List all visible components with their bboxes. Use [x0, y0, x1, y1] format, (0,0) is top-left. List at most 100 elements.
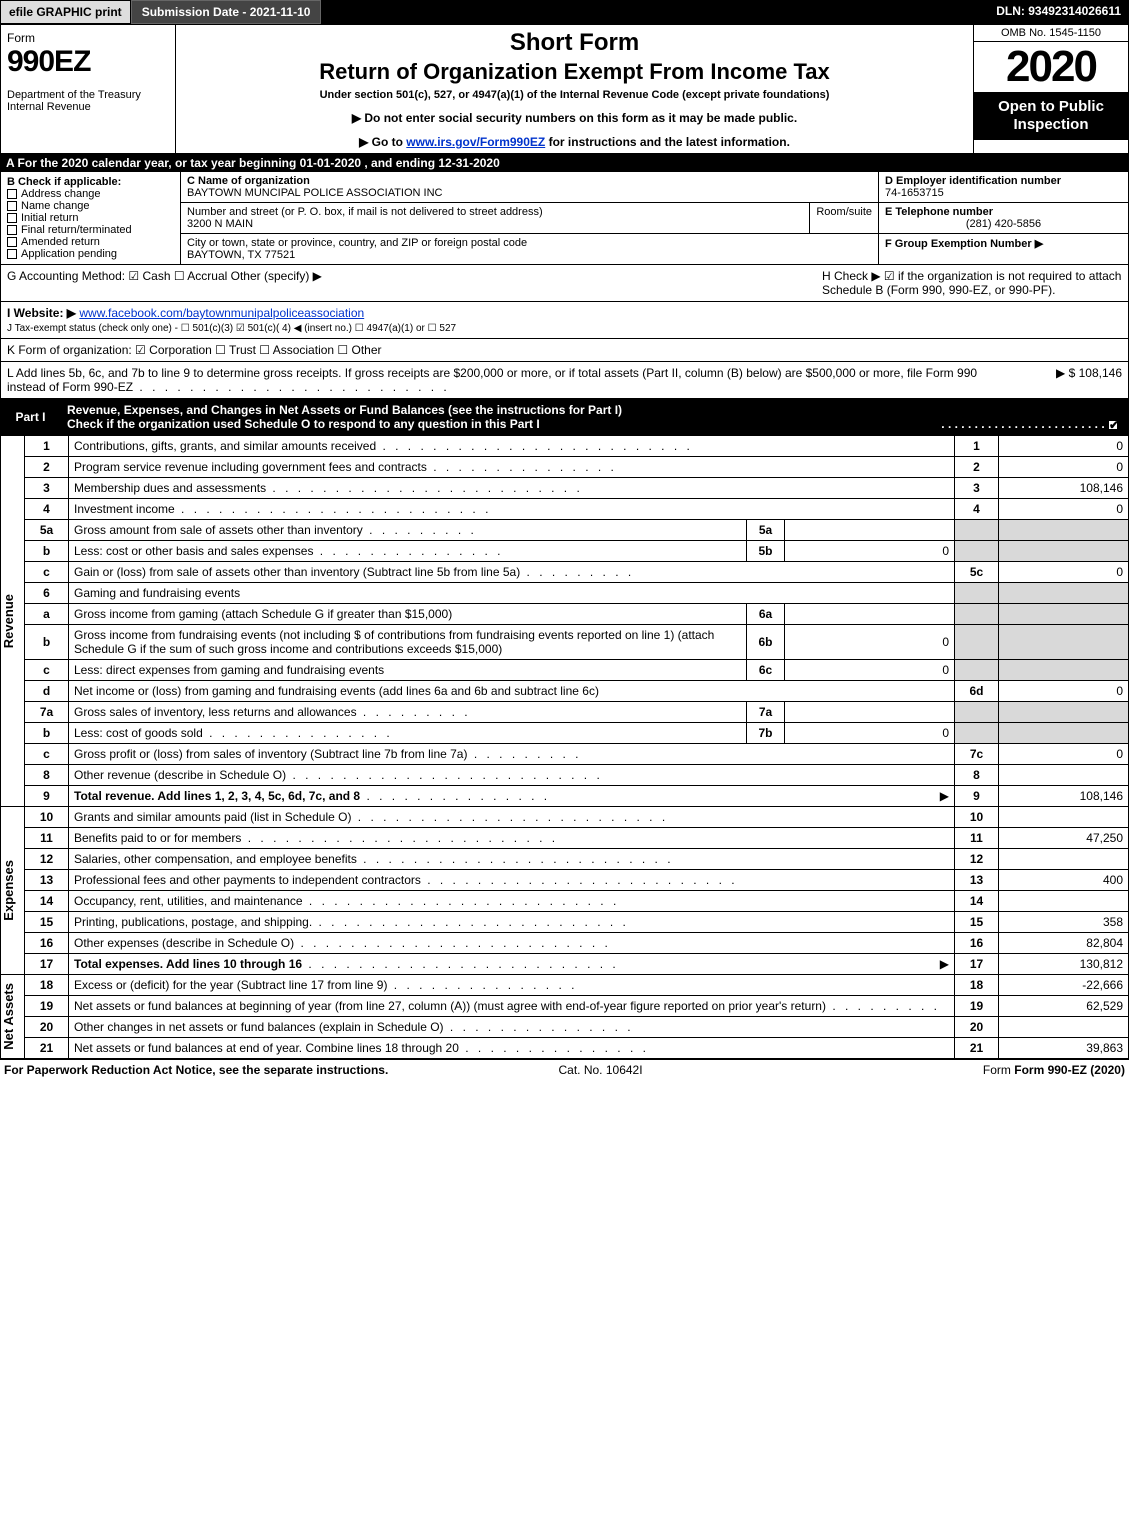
- line-i-label: I Website: ▶: [7, 306, 76, 320]
- line-7b-val: [999, 723, 1129, 744]
- d-ein-label: D Employer identification number: [885, 175, 1061, 187]
- org-city: BAYTOWN, TX 77521: [187, 249, 295, 261]
- line-11-num: 11: [25, 828, 69, 849]
- line-19-text: Net assets or fund balances at beginning…: [69, 996, 955, 1017]
- section-def: D Employer identification number 74-1653…: [878, 172, 1128, 264]
- line-5a-subval: [785, 520, 955, 541]
- chk-address-change[interactable]: [7, 189, 17, 199]
- c-city-label: City or town, state or province, country…: [187, 237, 527, 249]
- line-11-text: Benefits paid to or for members: [69, 828, 955, 849]
- line-4-ref: 4: [955, 499, 999, 520]
- dln-label: DLN: 93492314026611: [988, 0, 1129, 24]
- lbl-name-change: Name change: [21, 200, 90, 212]
- line-14-ref: 14: [955, 891, 999, 912]
- line-6c-sublab: 6c: [747, 660, 785, 681]
- line-7b-sublab: 7b: [747, 723, 785, 744]
- line-6-num: 6: [25, 583, 69, 604]
- line-12-val: [999, 849, 1129, 870]
- line-17-num: 17: [25, 954, 69, 975]
- line-6b-subval: 0: [785, 625, 955, 660]
- line-12-ref: 12: [955, 849, 999, 870]
- line-5b-val: [999, 541, 1129, 562]
- line-5b-sublab: 5b: [747, 541, 785, 562]
- tax-year: 2020: [974, 42, 1128, 92]
- line-6a-text: Gross income from gaming (attach Schedul…: [69, 604, 747, 625]
- line-12-text: Salaries, other compensation, and employ…: [69, 849, 955, 870]
- line-16-val: 82,804: [999, 933, 1129, 954]
- line-6-text: Gaming and fundraising events: [69, 583, 955, 604]
- line-8-text: Other revenue (describe in Schedule O): [69, 765, 955, 786]
- line-7c-val: 0: [999, 744, 1129, 765]
- line-5b-ref: [955, 541, 999, 562]
- line-20-num: 20: [25, 1017, 69, 1038]
- c-name-label: C Name of organization: [187, 175, 310, 187]
- line-13-num: 13: [25, 870, 69, 891]
- line-21-num: 21: [25, 1038, 69, 1059]
- line-2-text: Program service revenue including govern…: [69, 457, 955, 478]
- line-19-val: 62,529: [999, 996, 1129, 1017]
- line-2-ref: 2: [955, 457, 999, 478]
- line-21-ref: 21: [955, 1038, 999, 1059]
- line-6d-num: d: [25, 681, 69, 702]
- chk-amended-return[interactable]: [7, 237, 17, 247]
- line-13-text: Professional fees and other payments to …: [69, 870, 955, 891]
- line-20-ref: 20: [955, 1017, 999, 1038]
- line-13-ref: 13: [955, 870, 999, 891]
- line-6a-num: a: [25, 604, 69, 625]
- line-6a-subval: [785, 604, 955, 625]
- line-9-ref: 9: [955, 786, 999, 807]
- line-5c-val: 0: [999, 562, 1129, 583]
- chk-application-pending[interactable]: [7, 249, 17, 259]
- goto-instructions: ▶ Go to www.irs.gov/Form990EZ for instru…: [182, 135, 967, 149]
- line-1-text: Contributions, gifts, grants, and simila…: [69, 436, 955, 457]
- line-3-num: 3: [25, 478, 69, 499]
- chk-name-change[interactable]: [7, 201, 17, 211]
- efile-print-button[interactable]: efile GRAPHIC print: [0, 0, 131, 24]
- section-b-checks: B Check if applicable: Address change Na…: [1, 172, 181, 264]
- line-5a-ref: [955, 520, 999, 541]
- revenue-section-label: Revenue: [1, 594, 16, 648]
- line-15-text: Printing, publications, postage, and shi…: [69, 912, 955, 933]
- lbl-address-change: Address change: [21, 188, 101, 200]
- line-4-num: 4: [25, 499, 69, 520]
- line-21-val: 39,863: [999, 1038, 1129, 1059]
- chk-final-return[interactable]: [7, 225, 17, 235]
- line-20-val: [999, 1017, 1129, 1038]
- irs-link[interactable]: www.irs.gov/Form990EZ: [406, 135, 545, 149]
- line-13-val: 400: [999, 870, 1129, 891]
- line-18-text: Excess or (deficit) for the year (Subtra…: [69, 975, 955, 996]
- part1-title: Revenue, Expenses, and Changes in Net As…: [67, 403, 622, 417]
- line-14-num: 14: [25, 891, 69, 912]
- line-6d-ref: 6d: [955, 681, 999, 702]
- line-6b-text: Gross income from fundraising events (no…: [69, 625, 747, 660]
- line-15-ref: 15: [955, 912, 999, 933]
- line-1-ref: 1: [955, 436, 999, 457]
- line-6c-val: [999, 660, 1129, 681]
- line-7b-subval: 0: [785, 723, 955, 744]
- line-9-text: Total revenue. Add lines 1, 2, 3, 4, 5c,…: [74, 789, 360, 803]
- part1-schedule-o-check[interactable]: [1108, 420, 1118, 430]
- website-link[interactable]: www.facebook.com/baytownmunipalpoliceass…: [79, 306, 364, 320]
- line-16-num: 16: [25, 933, 69, 954]
- line-16-ref: 16: [955, 933, 999, 954]
- e-phone-label: E Telephone number: [885, 206, 993, 218]
- line-6b-num: b: [25, 625, 69, 660]
- submission-date-button[interactable]: Submission Date - 2021-11-10: [131, 0, 322, 24]
- line-8-num: 8: [25, 765, 69, 786]
- line-4-val: 0: [999, 499, 1129, 520]
- line-5b-num: b: [25, 541, 69, 562]
- line-8-val: [999, 765, 1129, 786]
- line-11-ref: 11: [955, 828, 999, 849]
- form-word: Form: [7, 31, 169, 45]
- line-10-val: [999, 807, 1129, 828]
- line-6c-text: Less: direct expenses from gaming and fu…: [69, 660, 747, 681]
- chk-initial-return[interactable]: [7, 213, 17, 223]
- line-6b-sublab: 6b: [747, 625, 785, 660]
- line-14-val: [999, 891, 1129, 912]
- part1-header-table: Part I Revenue, Expenses, and Changes in…: [0, 399, 1129, 435]
- line-16-text: Other expenses (describe in Schedule O): [69, 933, 955, 954]
- room-suite-label: Room/suite: [809, 203, 872, 233]
- line-7c-text: Gross profit or (loss) from sales of inv…: [69, 744, 955, 765]
- line-6b-val: [999, 625, 1129, 660]
- line-l-text: L Add lines 5b, 6c, and 7b to line 9 to …: [7, 366, 1012, 394]
